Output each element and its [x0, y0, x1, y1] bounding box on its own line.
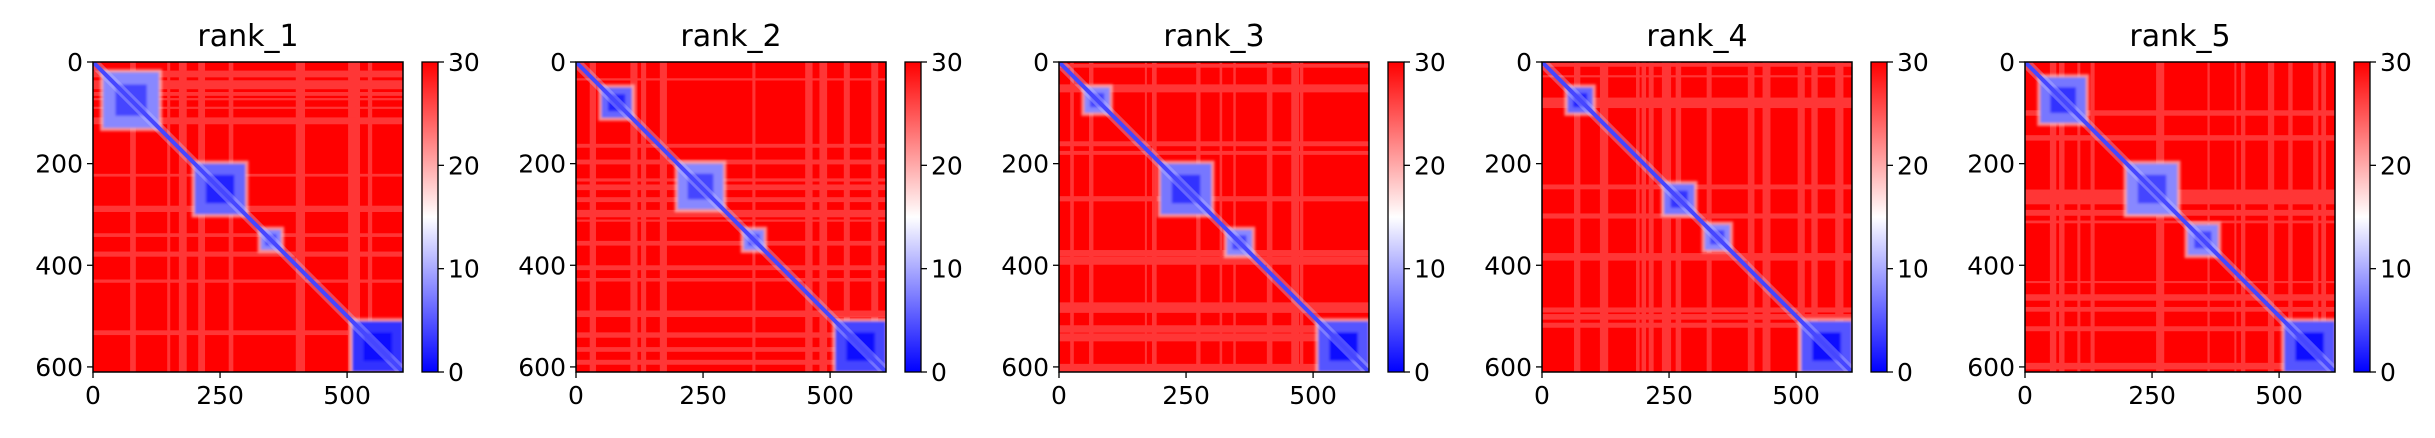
colorbar-tick-label: 20 — [1414, 151, 1446, 180]
y-tick-label: 0 — [1516, 48, 1532, 77]
x-tick-label: 500 — [1772, 381, 1820, 410]
colorbar — [1387, 61, 1405, 373]
colorbar-tick-label: 20 — [448, 151, 480, 180]
x-tick-label: 0 — [85, 381, 101, 410]
chart-title: rank_3 — [1163, 19, 1264, 54]
axes-frame — [1541, 61, 1853, 373]
x-tick-label: 250 — [196, 381, 244, 410]
x-tick-label: 0 — [568, 381, 584, 410]
heatmap-image — [1542, 62, 1852, 372]
colorbar-tick-label: 10 — [931, 255, 963, 284]
colorbar-tick-label: 10 — [2380, 255, 2412, 284]
chart-title: rank_4 — [1646, 19, 1747, 54]
colorbar-tick-label: 30 — [2380, 48, 2412, 77]
y-tick-label: 200 — [35, 150, 83, 179]
x-tick-label: 0 — [1051, 381, 1067, 410]
colorbar — [2353, 61, 2371, 373]
colorbar — [1870, 61, 1888, 373]
y-tick-label: 600 — [35, 353, 83, 382]
x-tick-label: 0 — [1534, 381, 1550, 410]
y-tick-label: 200 — [1001, 150, 1049, 179]
colorbar-tick-label: 10 — [1414, 255, 1446, 284]
x-tick-label: 250 — [1645, 381, 1693, 410]
colorbar-tick-label: 30 — [448, 48, 480, 77]
chart-title: rank_5 — [2129, 19, 2230, 54]
x-tick-label: 500 — [2255, 381, 2303, 410]
colorbar-tick-label: 0 — [931, 358, 947, 387]
x-tick-label: 250 — [679, 381, 727, 410]
x-tick-label: 500 — [1289, 381, 1337, 410]
y-tick-label: 400 — [35, 251, 83, 280]
heatmap-diagonal — [93, 62, 403, 372]
chart-title: rank_1 — [197, 19, 298, 54]
y-tick-label: 400 — [1001, 251, 1049, 280]
colorbar-tick-label: 0 — [2380, 358, 2396, 387]
colorbar-tick-label: 10 — [1897, 255, 1929, 284]
y-tick-label: 0 — [1999, 48, 2015, 77]
axes-frame — [92, 61, 404, 373]
heatmap-texture — [576, 62, 886, 372]
colorbar-tick-label: 10 — [448, 255, 480, 284]
chart-title: rank_2 — [680, 19, 781, 54]
y-tick-label: 600 — [1967, 353, 2015, 382]
axes-frame — [575, 61, 887, 373]
y-tick-label: 400 — [518, 251, 566, 280]
heatmap-diagonal — [1059, 62, 1369, 372]
colorbar — [904, 61, 922, 373]
y-tick-label: 0 — [67, 48, 83, 77]
y-tick-label: 200 — [518, 150, 566, 179]
x-tick-label: 500 — [806, 381, 854, 410]
y-tick-label: 0 — [550, 48, 566, 77]
axes-frame — [2024, 61, 2336, 373]
colorbar-tick-label: 20 — [1897, 151, 1929, 180]
heatmap-diagonal — [2025, 62, 2335, 372]
y-tick-label: 400 — [1967, 251, 2015, 280]
y-tick-label: 200 — [1967, 150, 2015, 179]
heatmap-diagonal — [576, 62, 886, 372]
colorbar-tick-label: 20 — [2380, 151, 2412, 180]
y-tick-label: 600 — [1484, 353, 1532, 382]
y-tick-label: 600 — [1001, 353, 1049, 382]
x-tick-label: 500 — [323, 381, 371, 410]
y-tick-label: 200 — [1484, 150, 1532, 179]
colorbar-tick-label: 30 — [1414, 48, 1446, 77]
colorbar-tick-label: 0 — [1414, 358, 1430, 387]
y-tick-label: 0 — [1033, 48, 1049, 77]
x-tick-label: 250 — [1162, 381, 1210, 410]
y-tick-label: 600 — [518, 353, 566, 382]
colorbar-tick-label: 30 — [931, 48, 963, 77]
heatmap-diagonal — [1542, 62, 1852, 372]
x-tick-label: 0 — [2017, 381, 2033, 410]
heatmap-image — [93, 62, 403, 372]
colorbar — [421, 61, 439, 373]
y-tick-label: 400 — [1484, 251, 1532, 280]
colorbar-tick-label: 30 — [1897, 48, 1929, 77]
colorbar-tick-label: 0 — [1897, 358, 1913, 387]
axes-frame — [1058, 61, 1370, 373]
heatmap-image — [1059, 62, 1369, 372]
x-tick-label: 250 — [2128, 381, 2176, 410]
heatmap-image — [2025, 62, 2335, 372]
heatmap-image — [576, 62, 886, 372]
colorbar-tick-label: 20 — [931, 151, 963, 180]
colorbar-tick-label: 0 — [448, 358, 464, 387]
